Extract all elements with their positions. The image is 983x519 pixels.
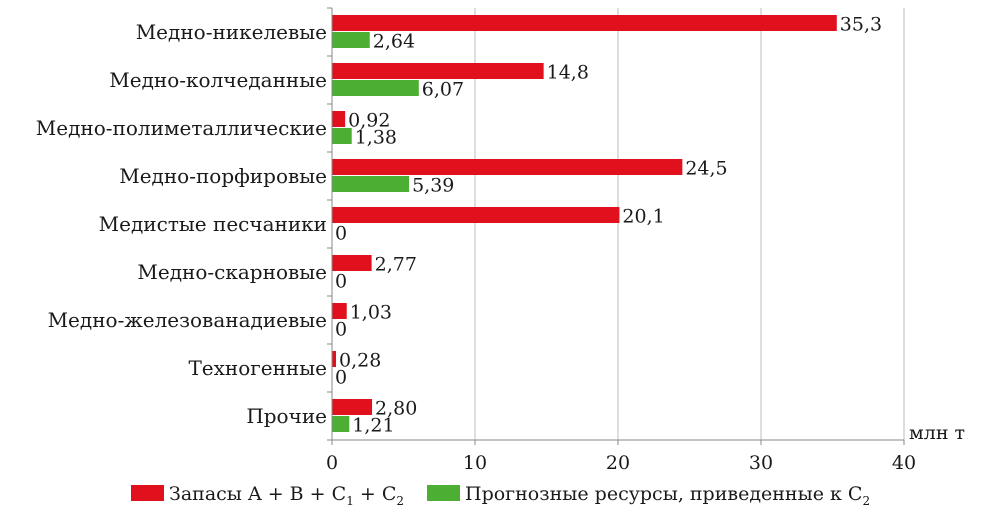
bar xyxy=(332,159,683,175)
x-tick-label: 30 xyxy=(749,452,773,474)
data-label: 0 xyxy=(335,271,347,293)
data-label: 0 xyxy=(335,319,347,341)
data-label: 1,21 xyxy=(352,415,394,437)
bar xyxy=(332,63,544,79)
legend-swatch xyxy=(427,485,460,501)
bar xyxy=(332,80,419,96)
legend: Запасы A + B + C1 + C2 Прогнозные ресурсы… xyxy=(131,483,870,508)
legend-text-part: Запасы A + B + C xyxy=(169,483,346,505)
category-label: Медистые песчаники xyxy=(99,212,327,236)
legend-entry: Запасы A + B + C1 + C2 xyxy=(169,483,404,508)
data-label: 35,3 xyxy=(840,14,882,36)
category-label: Медно-колчеданные xyxy=(109,68,327,92)
data-label: 24,5 xyxy=(685,158,727,180)
data-label: 0 xyxy=(335,223,347,245)
legend-swatch xyxy=(131,485,164,501)
bar xyxy=(332,303,347,319)
data-label: 0,28 xyxy=(339,350,381,372)
bars xyxy=(332,15,837,432)
data-label: 2,77 xyxy=(375,254,417,276)
bar xyxy=(332,128,352,144)
bar xyxy=(332,207,620,223)
bar xyxy=(332,176,410,192)
bar xyxy=(332,111,346,127)
bar xyxy=(332,416,350,432)
legend-entry: Прогнозные ресурсы, приведенные к C2 xyxy=(465,483,870,508)
data-label: 20,1 xyxy=(622,206,664,228)
category-label: Медно-никелевые xyxy=(136,20,327,44)
category-label: Техногенные xyxy=(188,356,327,380)
x-axis-unit-label: млн т xyxy=(909,422,965,444)
bar xyxy=(332,15,837,31)
legend-subscript: 2 xyxy=(396,494,404,508)
x-tick-label: 20 xyxy=(606,452,630,474)
legend-subscript: 1 xyxy=(346,494,354,508)
data-label: 1,03 xyxy=(350,302,392,324)
data-label: 6,07 xyxy=(422,79,464,101)
legend-subscript: 2 xyxy=(862,494,870,508)
x-tick-label: 0 xyxy=(326,452,338,474)
axes: 0 10 20 30 40 млн т xyxy=(326,7,965,474)
labels: Медно-никелевые 35,3 2,64 Медно-колчеданные… xyxy=(36,14,882,437)
bar xyxy=(332,255,372,271)
x-tick-label: 40 xyxy=(892,452,916,474)
data-label: 0 xyxy=(335,367,347,389)
data-label: 5,39 xyxy=(412,175,454,197)
data-label: 14,8 xyxy=(547,62,589,84)
category-label: Медно-железованадиевые xyxy=(48,308,327,332)
category-label: Медно-порфировые xyxy=(119,164,327,188)
grid-lines xyxy=(474,8,905,440)
category-label: Медно-полиметаллические xyxy=(36,116,327,140)
data-label: 0,92 xyxy=(348,110,390,132)
x-tick-label: 10 xyxy=(463,452,487,474)
category-label: Прочие xyxy=(246,404,327,428)
data-label: 2,64 xyxy=(373,31,415,53)
bar xyxy=(332,399,373,415)
bar xyxy=(332,32,370,48)
data-label: 2,80 xyxy=(375,398,417,420)
bar xyxy=(332,351,337,367)
legend-text-part: Прогнозные ресурсы, приведенные к C xyxy=(465,483,862,505)
legend-text-part: + C xyxy=(354,483,397,505)
data-label: 1,38 xyxy=(355,127,397,149)
category-label: Медно-скарновые xyxy=(137,260,327,284)
